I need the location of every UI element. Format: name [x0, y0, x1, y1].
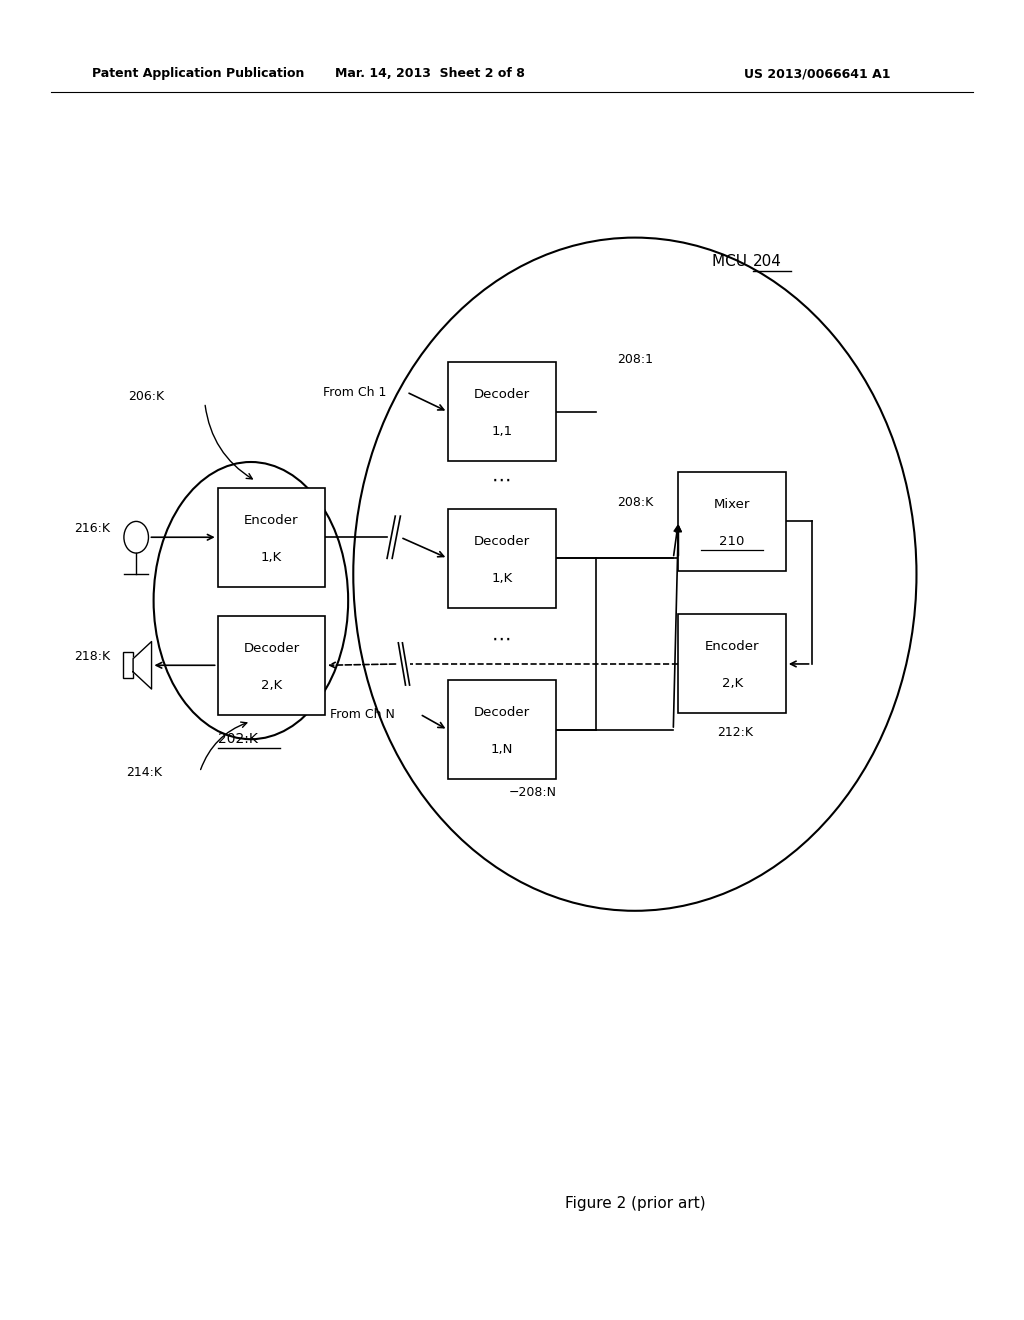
Text: Decoder: Decoder	[474, 388, 529, 401]
Text: 206:K: 206:K	[128, 389, 164, 403]
Text: Patent Application Publication: Patent Application Publication	[92, 67, 304, 81]
Text: 208:K: 208:K	[617, 496, 653, 510]
Text: Decoder: Decoder	[244, 642, 299, 655]
Text: 210: 210	[720, 535, 744, 548]
Text: Encoder: Encoder	[244, 513, 299, 527]
Text: From Ch N: From Ch N	[330, 708, 395, 721]
Text: 204: 204	[753, 253, 781, 269]
Text: ⋯: ⋯	[492, 630, 512, 648]
Bar	[218, 615, 326, 715]
Text: 216:K: 216:K	[75, 521, 111, 535]
Text: 202:K: 202:K	[218, 733, 258, 746]
Text: Mar. 14, 2013  Sheet 2 of 8: Mar. 14, 2013 Sheet 2 of 8	[335, 67, 525, 81]
Bar	[449, 510, 555, 607]
Text: 1,K: 1,K	[492, 572, 512, 585]
Text: 212:K: 212:K	[717, 726, 754, 739]
Text: 1,N: 1,N	[490, 743, 513, 756]
Polygon shape	[133, 642, 152, 689]
Text: −208:N: −208:N	[509, 785, 557, 799]
Text: From Ch 1: From Ch 1	[323, 385, 386, 399]
Text: Decoder: Decoder	[474, 535, 529, 548]
Bar	[678, 473, 786, 570]
Text: 1,K: 1,K	[261, 550, 282, 564]
Text: Mixer: Mixer	[714, 498, 751, 511]
Bar	[449, 363, 555, 462]
Text: UE K: UE K	[234, 490, 267, 503]
Text: 2,K: 2,K	[261, 678, 282, 692]
Text: MCU: MCU	[712, 253, 752, 269]
Text: 2,K: 2,K	[722, 677, 742, 690]
Bar	[678, 615, 786, 713]
Text: 1,1: 1,1	[492, 425, 512, 438]
Bar	[218, 488, 326, 586]
Text: Decoder: Decoder	[474, 706, 529, 719]
Text: Figure 2 (prior art): Figure 2 (prior art)	[564, 1196, 706, 1212]
Text: Encoder: Encoder	[705, 640, 760, 653]
Bar	[449, 681, 555, 779]
Text: US 2013/0066641 A1: US 2013/0066641 A1	[744, 67, 891, 81]
Text: 218:K: 218:K	[75, 649, 111, 663]
Bar	[123, 652, 133, 678]
Text: 208:1: 208:1	[617, 352, 653, 366]
Text: 214:K: 214:K	[126, 766, 162, 779]
Text: ⋯: ⋯	[492, 471, 512, 490]
